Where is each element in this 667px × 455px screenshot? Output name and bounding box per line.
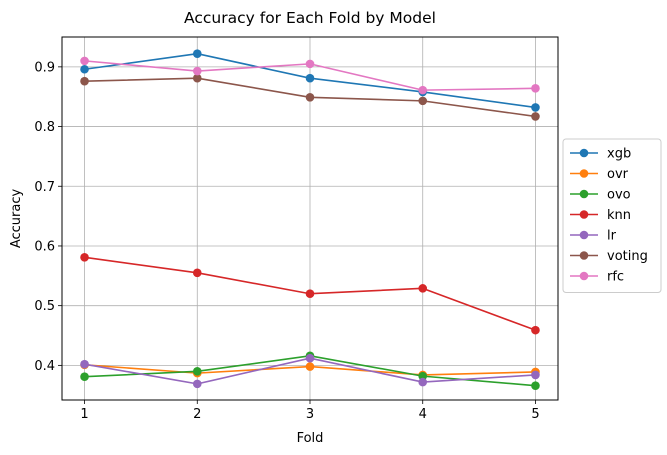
data-point <box>305 362 315 371</box>
data-point <box>531 325 540 335</box>
data-point <box>305 289 315 299</box>
legend-marker <box>579 251 589 260</box>
data-point <box>418 371 428 381</box>
y-tick-label: 0.5 <box>34 299 55 314</box>
legend-marker <box>579 148 589 158</box>
x-tick-label: 5 <box>531 407 539 422</box>
data-point <box>80 253 89 262</box>
data-point <box>192 66 202 76</box>
legend-item-voting: voting <box>570 249 648 264</box>
y-tick-label: 0.6 <box>34 239 55 254</box>
data-point <box>531 370 540 380</box>
legend-label: knn <box>607 208 631 223</box>
legend-marker <box>579 169 589 178</box>
series-rfc <box>80 56 540 95</box>
legend-item-lr: lr <box>570 229 617 244</box>
legend-label: rfc <box>607 270 624 285</box>
y-axis-label: Accuracy <box>9 189 24 249</box>
legend-label: ovr <box>607 167 629 182</box>
data-point <box>305 93 315 102</box>
y-tick-label: 0.9 <box>34 60 55 75</box>
data-point <box>192 367 202 376</box>
data-point <box>531 112 540 121</box>
data-point <box>192 379 202 389</box>
data-point <box>531 84 540 93</box>
legend-item-rfc: rfc <box>570 270 624 285</box>
legend-marker <box>579 189 589 199</box>
data-point <box>80 359 89 369</box>
data-point <box>418 85 428 95</box>
legend-label: xgb <box>607 147 631 162</box>
y-tick-label: 0.8 <box>34 120 55 135</box>
data-point <box>192 73 202 83</box>
data-point <box>305 73 315 83</box>
series-voting <box>80 73 540 121</box>
legend-item-ovo: ovo <box>570 188 631 203</box>
y-tick-label: 0.7 <box>34 180 55 195</box>
chart-title: Accuracy for Each Fold by Model <box>184 9 436 27</box>
data-point <box>80 372 89 382</box>
legend-marker <box>579 271 589 281</box>
data-point <box>418 96 428 106</box>
legend-item-xgb: xgb <box>570 147 631 162</box>
series-lr <box>80 353 540 389</box>
data-point <box>80 64 89 74</box>
legend-marker <box>579 230 589 240</box>
data-point <box>192 268 202 278</box>
data-point <box>418 284 428 293</box>
x-tick-label: 2 <box>193 407 201 422</box>
x-tick-label: 3 <box>306 407 314 422</box>
data-point <box>192 49 202 59</box>
legend-label: voting <box>607 249 648 264</box>
series-knn <box>80 253 540 335</box>
legend-marker <box>579 210 589 219</box>
legend-item-knn: knn <box>570 208 631 223</box>
legend-label: lr <box>607 229 617 244</box>
legend-item-ovr: ovr <box>570 167 629 182</box>
data-point <box>80 56 89 66</box>
x-axis-label: Fold <box>297 431 324 446</box>
y-axis: 0.4 0.5 0.6 0.7 0.8 0.9 <box>34 60 62 374</box>
x-tick-label: 4 <box>419 407 427 422</box>
legend-label: ovo <box>607 188 631 203</box>
data-point <box>305 353 315 363</box>
y-tick-label: 0.4 <box>34 359 55 374</box>
data-point <box>531 103 540 112</box>
data-point <box>80 76 89 86</box>
x-axis: 1 2 3 4 5 <box>80 400 540 422</box>
data-point <box>305 59 315 69</box>
data-point <box>418 377 428 387</box>
data-point <box>531 381 540 390</box>
legend: xgb ovr ovo knn lr voting rfc <box>562 138 662 293</box>
series-layer <box>80 49 540 390</box>
x-tick-label: 1 <box>80 407 88 422</box>
